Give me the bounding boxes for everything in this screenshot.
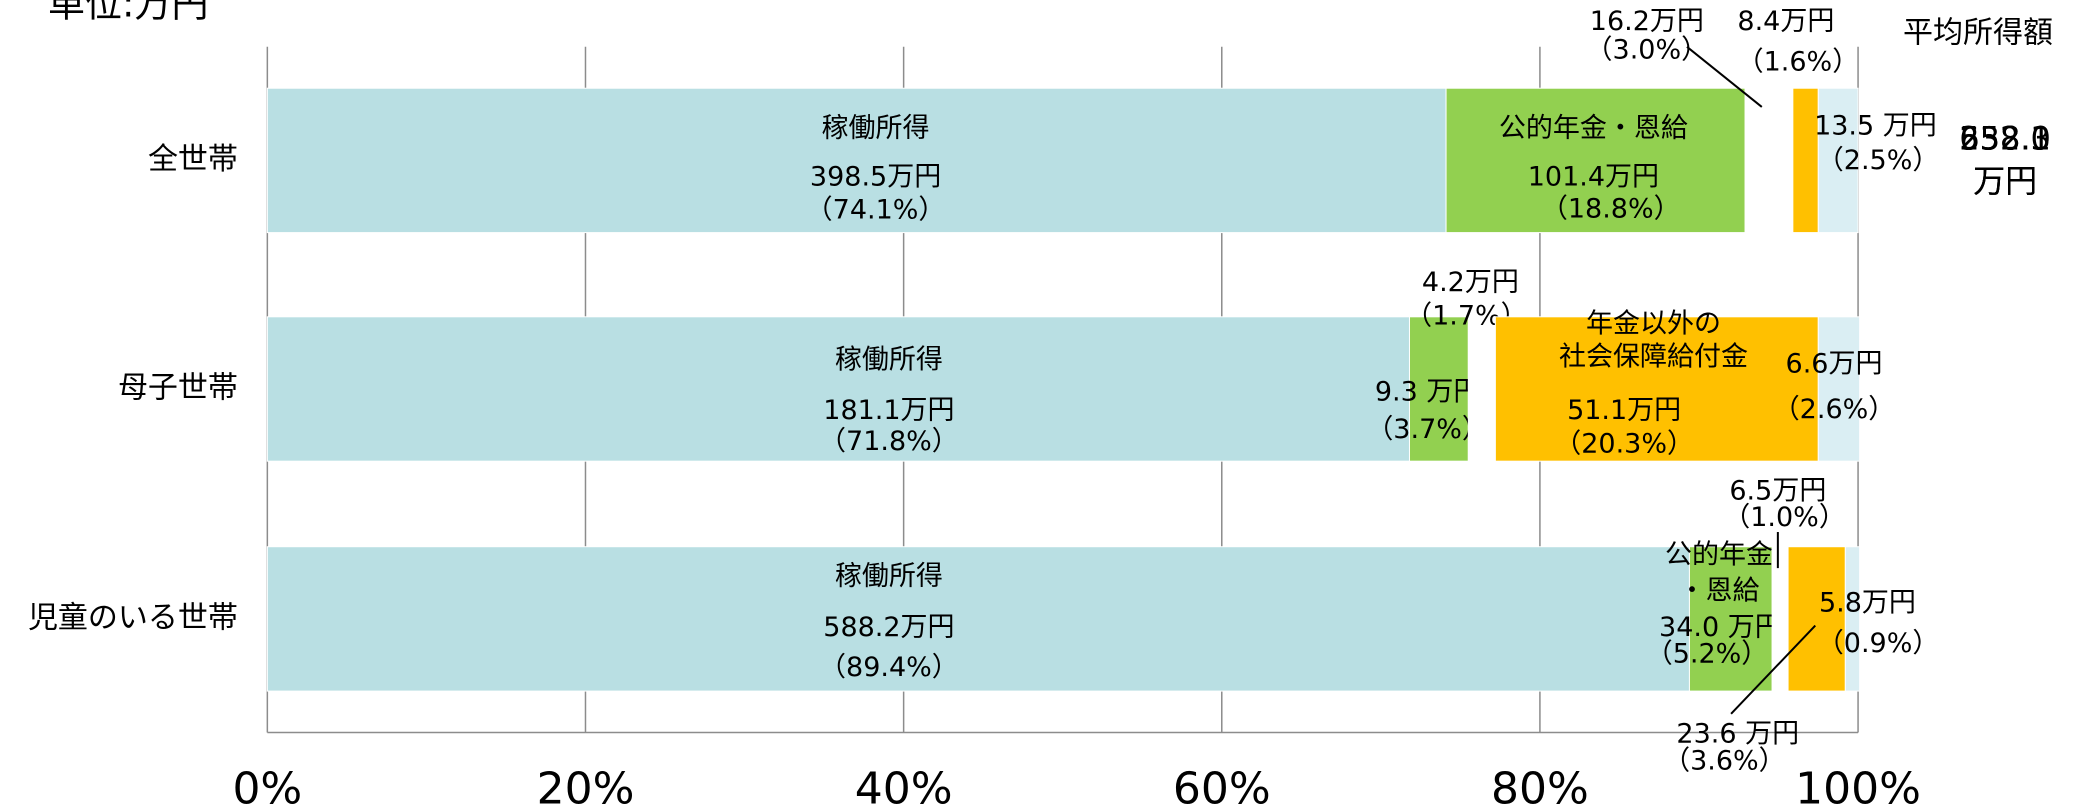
category-label: 児童のいる世帯 — [28, 600, 238, 635]
segment-name: 公的年金 — [1665, 540, 1773, 571]
x-tick-label: 60% — [1173, 763, 1271, 809]
bar-segment — [266, 316, 1410, 462]
amount-label: 398.5万円 — [810, 161, 941, 192]
amount-label: 9.3 万円 — [1375, 377, 1481, 408]
value-label: （5.2%） — [1646, 639, 1769, 670]
amount-label: 588.2万円 — [823, 612, 954, 643]
x-tick-label: 0% — [232, 763, 302, 809]
segment-name: 稼働所得 — [822, 113, 930, 144]
amount-label: 23.6 万円 — [1676, 719, 1799, 750]
amount-label: 8.4万円 — [1737, 6, 1834, 37]
bar-segment — [1408, 316, 1469, 462]
segment-name: ・恩給 — [1679, 576, 1760, 607]
total-label: 538.0 — [1959, 119, 2051, 157]
segment-name: 年金以外の — [1586, 308, 1721, 339]
x-tick-label: 80% — [1491, 763, 1589, 809]
total-label: 万円 — [1973, 162, 2037, 200]
category-label: 母子世帯 — [118, 370, 238, 405]
x-tick-label: 40% — [855, 763, 953, 809]
bar-segment — [1817, 87, 1859, 234]
bar-segment — [1844, 546, 1861, 692]
amount-label: 101.4万円 — [1528, 161, 1659, 192]
total-label: 252.3 — [1959, 119, 2051, 157]
value-label: （1.6%） — [1737, 46, 1860, 77]
bar-segment — [266, 87, 1447, 234]
amount-label: 5.8万円 — [1819, 588, 1916, 619]
leader-line — [1686, 46, 1763, 108]
value-label: （20.3%） — [1554, 429, 1694, 460]
x-tick-label: 20% — [537, 763, 635, 809]
amount-label: 6.5万円 — [1729, 475, 1826, 506]
segment-name: 公的年金・恩給 — [1499, 113, 1688, 144]
total-label: 万円 — [1973, 162, 2037, 200]
segment-name: 社会保障給付金 — [1559, 342, 1748, 373]
bar-segment — [1494, 316, 1819, 462]
amount-label: 181.1万円 — [823, 395, 954, 426]
value-label: （2.5%） — [1817, 145, 1940, 176]
bar-segment — [1817, 316, 1861, 462]
bar-segment — [1467, 316, 1496, 462]
bar-segment — [1445, 87, 1746, 234]
bar-segment — [1787, 546, 1846, 692]
value-label: （3.0%） — [1586, 34, 1709, 65]
value-label: （74.1%） — [806, 195, 946, 226]
value-label: （1.0%） — [1723, 502, 1846, 533]
bar-segment — [1688, 546, 1773, 692]
total-label: 万円 — [1973, 162, 2037, 200]
segment-name: 稼働所得 — [835, 344, 943, 375]
amount-label: 34.0 万円 — [1659, 612, 1782, 643]
total-label: 658.1 — [1959, 119, 2051, 157]
x-tick-label: 100% — [1795, 763, 1921, 809]
leader-line — [1730, 624, 1817, 715]
total-header: 平均所得額 — [1903, 16, 2053, 51]
value-label: （2.6%） — [1773, 394, 1896, 425]
bar-segment — [1744, 87, 1794, 234]
bar-segment — [266, 546, 1690, 692]
amount-label: 13.5 万円 — [1814, 110, 1937, 141]
value-label: （18.8%） — [1541, 193, 1681, 224]
amount-label: 4.2万円 — [1422, 267, 1519, 298]
amount-label: 16.2万円 — [1590, 6, 1704, 37]
amount-label: 51.1万円 — [1567, 395, 1681, 426]
value-label: （71.8%） — [819, 426, 959, 457]
value-label: （3.6%） — [1663, 745, 1786, 776]
value-label: （0.9%） — [1817, 628, 1940, 659]
segment-name: 稼働所得 — [835, 561, 943, 592]
value-label: （89.4%） — [819, 652, 959, 683]
category-label: 全世帯 — [148, 142, 238, 177]
amount-label: 6.6万円 — [1786, 348, 1883, 379]
bar-segment — [1792, 87, 1819, 234]
unit-label: 単位:万円 — [48, 0, 208, 26]
